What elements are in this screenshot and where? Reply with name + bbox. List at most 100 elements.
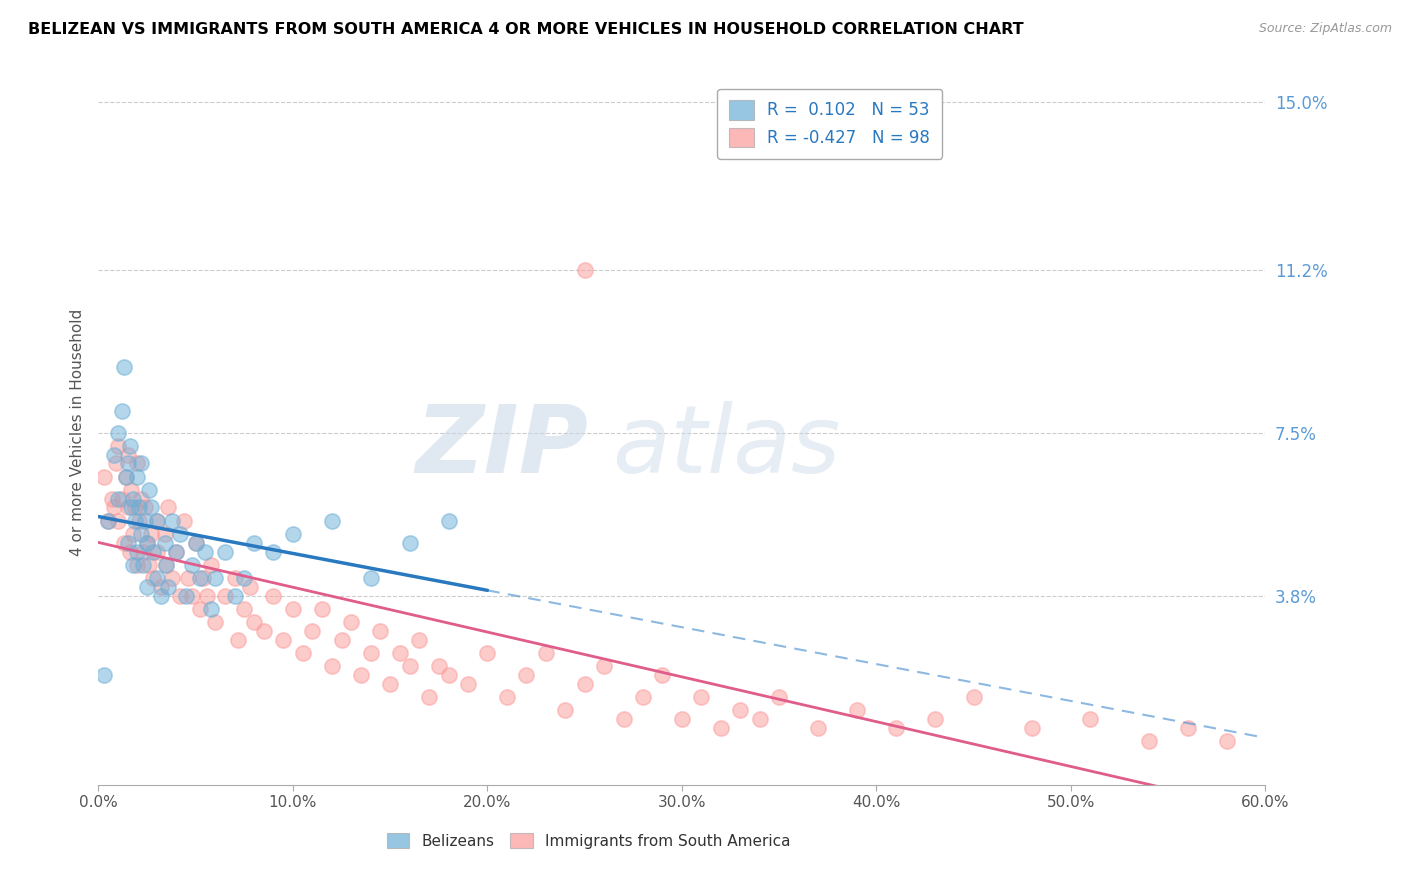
Point	[177, 571, 200, 585]
Point	[204, 615, 226, 629]
Point	[496, 690, 519, 704]
Point	[162, 571, 184, 585]
Point	[398, 659, 420, 673]
Point	[281, 527, 304, 541]
Point	[239, 580, 262, 594]
Point	[807, 721, 830, 735]
Point	[388, 646, 411, 660]
Point	[127, 558, 149, 572]
Point	[262, 544, 284, 558]
Point	[111, 403, 134, 417]
Point	[153, 535, 176, 549]
Point	[101, 491, 124, 506]
Point	[200, 601, 222, 615]
Point	[157, 500, 180, 515]
Point	[1080, 712, 1102, 726]
Point	[418, 690, 440, 704]
Point	[330, 632, 353, 647]
Point	[107, 425, 129, 440]
Point	[174, 589, 197, 603]
Point	[142, 571, 165, 585]
Point	[515, 668, 537, 682]
Point	[93, 469, 115, 483]
Point	[129, 457, 152, 471]
Point	[149, 589, 172, 603]
Point	[134, 514, 156, 528]
Point	[117, 500, 139, 515]
Point	[103, 448, 125, 462]
Point	[165, 544, 187, 558]
Point	[281, 601, 304, 615]
Point	[184, 535, 207, 549]
Point	[408, 632, 430, 647]
Point	[593, 659, 616, 673]
Point	[262, 589, 284, 603]
Point	[233, 571, 256, 585]
Point	[574, 262, 596, 277]
Y-axis label: 4 or more Vehicles in Household: 4 or more Vehicles in Household	[69, 309, 84, 557]
Point	[134, 500, 156, 515]
Point	[122, 527, 145, 541]
Point	[730, 703, 752, 717]
Point	[437, 668, 460, 682]
Point	[193, 571, 215, 585]
Point	[146, 514, 169, 528]
Point	[194, 544, 217, 558]
Point	[112, 359, 135, 374]
Point	[180, 589, 202, 603]
Point	[613, 712, 636, 726]
Point	[165, 544, 187, 558]
Point	[291, 646, 314, 660]
Point	[136, 535, 159, 549]
Point	[690, 690, 713, 704]
Point	[121, 483, 143, 497]
Text: atlas: atlas	[612, 401, 841, 492]
Text: BELIZEAN VS IMMIGRANTS FROM SOUTH AMERICA 4 OR MORE VEHICLES IN HOUSEHOLD CORREL: BELIZEAN VS IMMIGRANTS FROM SOUTH AMERIC…	[28, 22, 1024, 37]
Point	[107, 491, 129, 506]
Point	[173, 514, 195, 528]
Point	[228, 632, 250, 647]
Point	[214, 589, 236, 603]
Point	[360, 571, 382, 585]
Point	[117, 535, 139, 549]
Point	[360, 646, 382, 660]
Point	[243, 535, 266, 549]
Point	[574, 676, 596, 690]
Point	[437, 514, 460, 528]
Point	[129, 491, 152, 506]
Point	[1021, 721, 1043, 735]
Point	[157, 580, 180, 594]
Point	[214, 544, 236, 558]
Point	[380, 676, 402, 690]
Point	[427, 659, 450, 673]
Point	[138, 483, 160, 497]
Point	[107, 439, 129, 453]
Point	[924, 712, 946, 726]
Text: Source: ZipAtlas.com: Source: ZipAtlas.com	[1258, 22, 1392, 36]
Point	[224, 571, 246, 585]
Point	[671, 712, 693, 726]
Point	[117, 457, 139, 471]
Point	[132, 558, 155, 572]
Point	[138, 558, 160, 572]
Point	[149, 580, 172, 594]
Point	[321, 514, 343, 528]
Point	[253, 624, 276, 638]
Point	[243, 615, 266, 629]
Point	[136, 535, 159, 549]
Point	[233, 601, 256, 615]
Point	[118, 544, 141, 558]
Point	[321, 659, 343, 673]
Point	[128, 514, 150, 528]
Point	[127, 469, 149, 483]
Legend: Belizeans, Immigrants from South America: Belizeans, Immigrants from South America	[381, 827, 797, 855]
Point	[271, 632, 294, 647]
Point	[188, 601, 211, 615]
Point	[155, 558, 177, 572]
Point	[93, 668, 115, 682]
Point	[97, 514, 120, 528]
Point	[129, 527, 152, 541]
Point	[311, 601, 333, 615]
Point	[534, 646, 557, 660]
Point	[124, 500, 146, 515]
